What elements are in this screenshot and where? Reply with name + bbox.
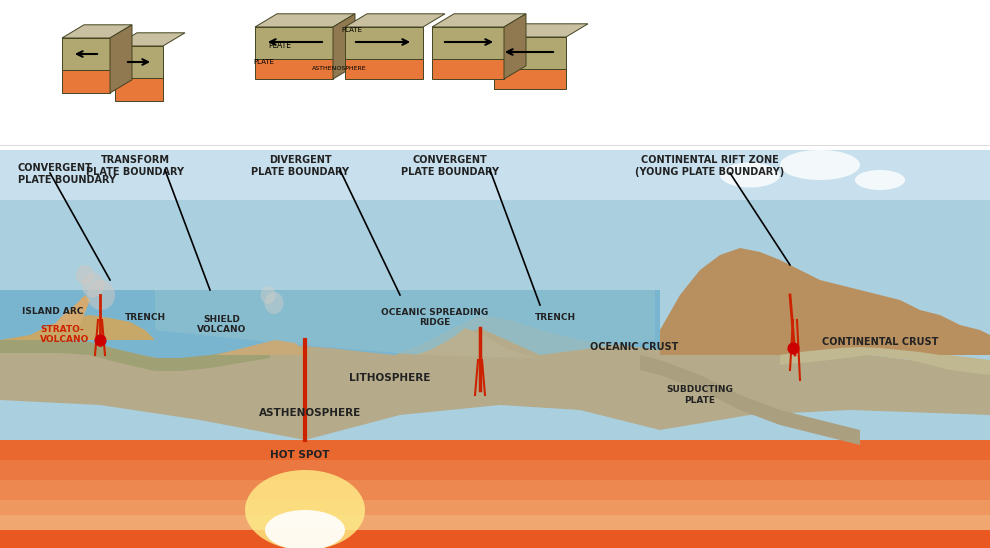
Polygon shape [155,290,655,355]
Polygon shape [255,27,333,59]
Polygon shape [255,14,355,27]
Text: TRENCH: TRENCH [535,313,575,323]
Polygon shape [415,328,540,358]
Polygon shape [640,355,860,445]
Ellipse shape [76,265,94,285]
Text: PLATE: PLATE [268,41,291,49]
Polygon shape [504,14,526,79]
Polygon shape [115,46,163,78]
Polygon shape [494,37,566,69]
Polygon shape [0,150,990,200]
Polygon shape [0,150,990,548]
Polygon shape [0,290,660,365]
Polygon shape [345,14,445,27]
Point [785,344,801,352]
Polygon shape [432,59,504,79]
Point [92,335,108,344]
Polygon shape [62,25,132,38]
Polygon shape [45,295,90,330]
Text: ASTHENOSPHERE: ASTHENOSPHERE [312,66,366,71]
Polygon shape [0,340,270,371]
Polygon shape [345,27,423,59]
Polygon shape [432,14,526,27]
Ellipse shape [780,150,860,180]
Polygon shape [0,460,990,480]
Ellipse shape [265,510,345,548]
Polygon shape [0,315,155,340]
Ellipse shape [87,280,115,310]
Ellipse shape [855,170,905,190]
Text: SUBDUCTING
PLATE: SUBDUCTING PLATE [666,385,734,405]
Polygon shape [115,78,163,101]
Polygon shape [0,500,990,515]
Text: DIVERGENT
PLATE BOUNDARY: DIVERGENT PLATE BOUNDARY [251,155,349,176]
Text: CONVERGENT
PLATE BOUNDARY: CONVERGENT PLATE BOUNDARY [18,163,116,185]
Polygon shape [0,440,990,548]
Polygon shape [660,248,990,355]
Polygon shape [62,38,110,70]
Polygon shape [115,33,185,46]
Ellipse shape [720,163,780,187]
Ellipse shape [260,286,275,304]
Polygon shape [215,340,310,355]
Polygon shape [0,440,990,460]
Text: CONTINENTAL RIFT ZONE
(YOUNG PLATE BOUNDARY): CONTINENTAL RIFT ZONE (YOUNG PLATE BOUND… [636,155,785,176]
Text: TRENCH: TRENCH [125,313,165,323]
Text: CONTINENTAL CRUST: CONTINENTAL CRUST [822,337,939,347]
Polygon shape [255,59,333,79]
Ellipse shape [81,272,105,298]
Text: ISLAND ARC: ISLAND ARC [22,307,83,317]
Text: PLATE: PLATE [253,59,274,65]
Text: SHIELD
VOLCANO: SHIELD VOLCANO [197,315,247,334]
Polygon shape [494,69,566,89]
Polygon shape [432,27,504,59]
Text: OCEANIC SPREADING
RIDGE: OCEANIC SPREADING RIDGE [381,308,489,327]
Text: HOT SPOT: HOT SPOT [270,450,330,460]
Text: ASTHENOSPHERE: ASTHENOSPHERE [258,408,361,418]
Polygon shape [780,340,990,375]
Text: PLATE: PLATE [341,27,362,33]
Polygon shape [0,315,990,440]
Text: TRANSFORM
PLATE BOUNDARY: TRANSFORM PLATE BOUNDARY [86,155,184,176]
Polygon shape [0,480,990,500]
Text: STRATO-
VOLCANO: STRATO- VOLCANO [40,325,89,344]
Polygon shape [494,24,588,37]
Text: LITHOSPHERE: LITHOSPHERE [349,373,431,383]
Polygon shape [0,515,990,530]
Ellipse shape [264,292,283,314]
Polygon shape [0,0,990,145]
Polygon shape [62,70,110,93]
Polygon shape [333,14,355,79]
Polygon shape [345,59,423,79]
Polygon shape [110,25,132,93]
Ellipse shape [245,470,365,548]
Text: CONVERGENT
PLATE BOUNDARY: CONVERGENT PLATE BOUNDARY [401,155,499,176]
Text: OCEANIC CRUST: OCEANIC CRUST [590,342,678,352]
